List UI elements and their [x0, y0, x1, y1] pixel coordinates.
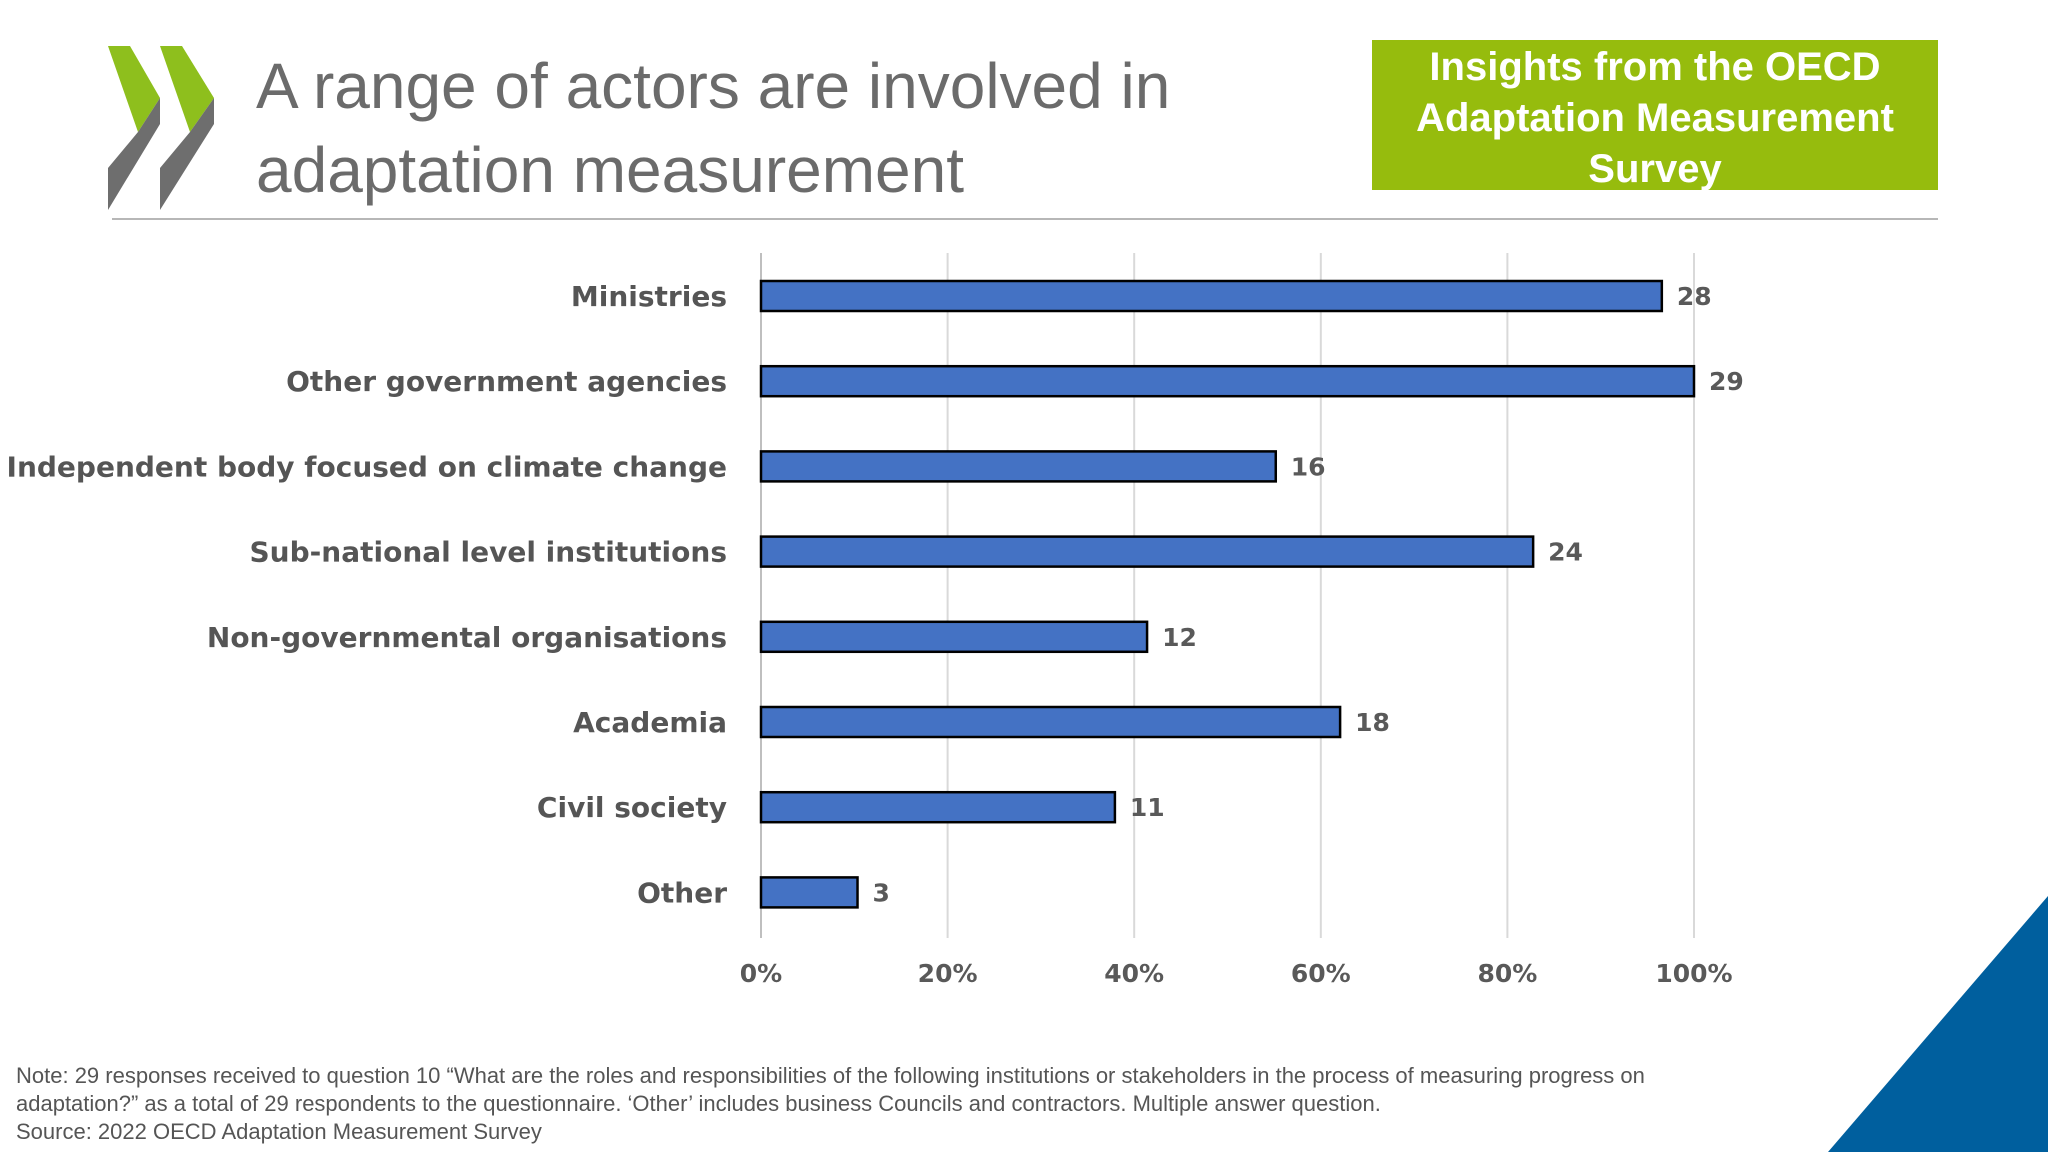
note-line-2: adaptation?” as a total of 29 respondent…: [16, 1091, 1381, 1116]
x-tick-label: 20%: [918, 959, 978, 988]
bar: [759, 535, 1535, 568]
bar: [759, 790, 1117, 824]
category-label: Academia: [573, 706, 727, 739]
data-label: 12: [1162, 623, 1197, 652]
survey-badge: Insights from the OECD Adaptation Measur…: [1372, 40, 1938, 191]
data-label: 3: [873, 878, 890, 907]
category-label: Civil society: [537, 791, 727, 824]
category-label: Other: [637, 876, 727, 909]
oecd-logo-icon: [108, 46, 214, 210]
category-label: Non-governmental organisations: [207, 621, 727, 654]
data-label: 28: [1677, 282, 1712, 311]
bar: [759, 364, 1696, 398]
page-title: A range of actors are involved in adapta…: [256, 44, 1316, 212]
data-label: 24: [1548, 538, 1583, 567]
category-label: Other government agencies: [286, 365, 727, 398]
x-tick-label: 100%: [1655, 959, 1732, 988]
bar-chart: 0% 20% 40% 60% 80% 100% Ministries 28 Other gove…: [7, 253, 1744, 988]
bar: [759, 450, 1278, 483]
data-label: 18: [1355, 708, 1390, 737]
x-tick-label: 60%: [1291, 959, 1351, 988]
category-label: Sub-national level institutions: [250, 536, 727, 569]
category-label: Independent body focused on climate chan…: [7, 450, 727, 483]
x-tick-label: 0%: [740, 959, 782, 988]
bar: [759, 279, 1664, 313]
bar: [759, 705, 1342, 739]
data-label: 11: [1130, 793, 1165, 822]
x-tick-label: 80%: [1477, 959, 1537, 988]
header-divider: [112, 218, 1938, 220]
note-line-1: Note: 29 responses received to question …: [16, 1063, 1645, 1088]
category-label: Ministries: [571, 280, 727, 313]
title-line-2: adaptation measurement: [256, 134, 964, 206]
data-label: 29: [1709, 367, 1744, 396]
data-label: 16: [1291, 452, 1326, 481]
bar: [759, 876, 859, 909]
corner-triangle-decoration: [1828, 896, 2048, 1152]
source-line: Source: 2022 OECD Adaptation Measurement…: [16, 1119, 542, 1144]
footnote: Note: 29 responses received to question …: [16, 1062, 1816, 1146]
title-line-1: A range of actors are involved in: [256, 50, 1171, 122]
bar: [759, 620, 1149, 654]
x-tick-label: 40%: [1104, 959, 1164, 988]
